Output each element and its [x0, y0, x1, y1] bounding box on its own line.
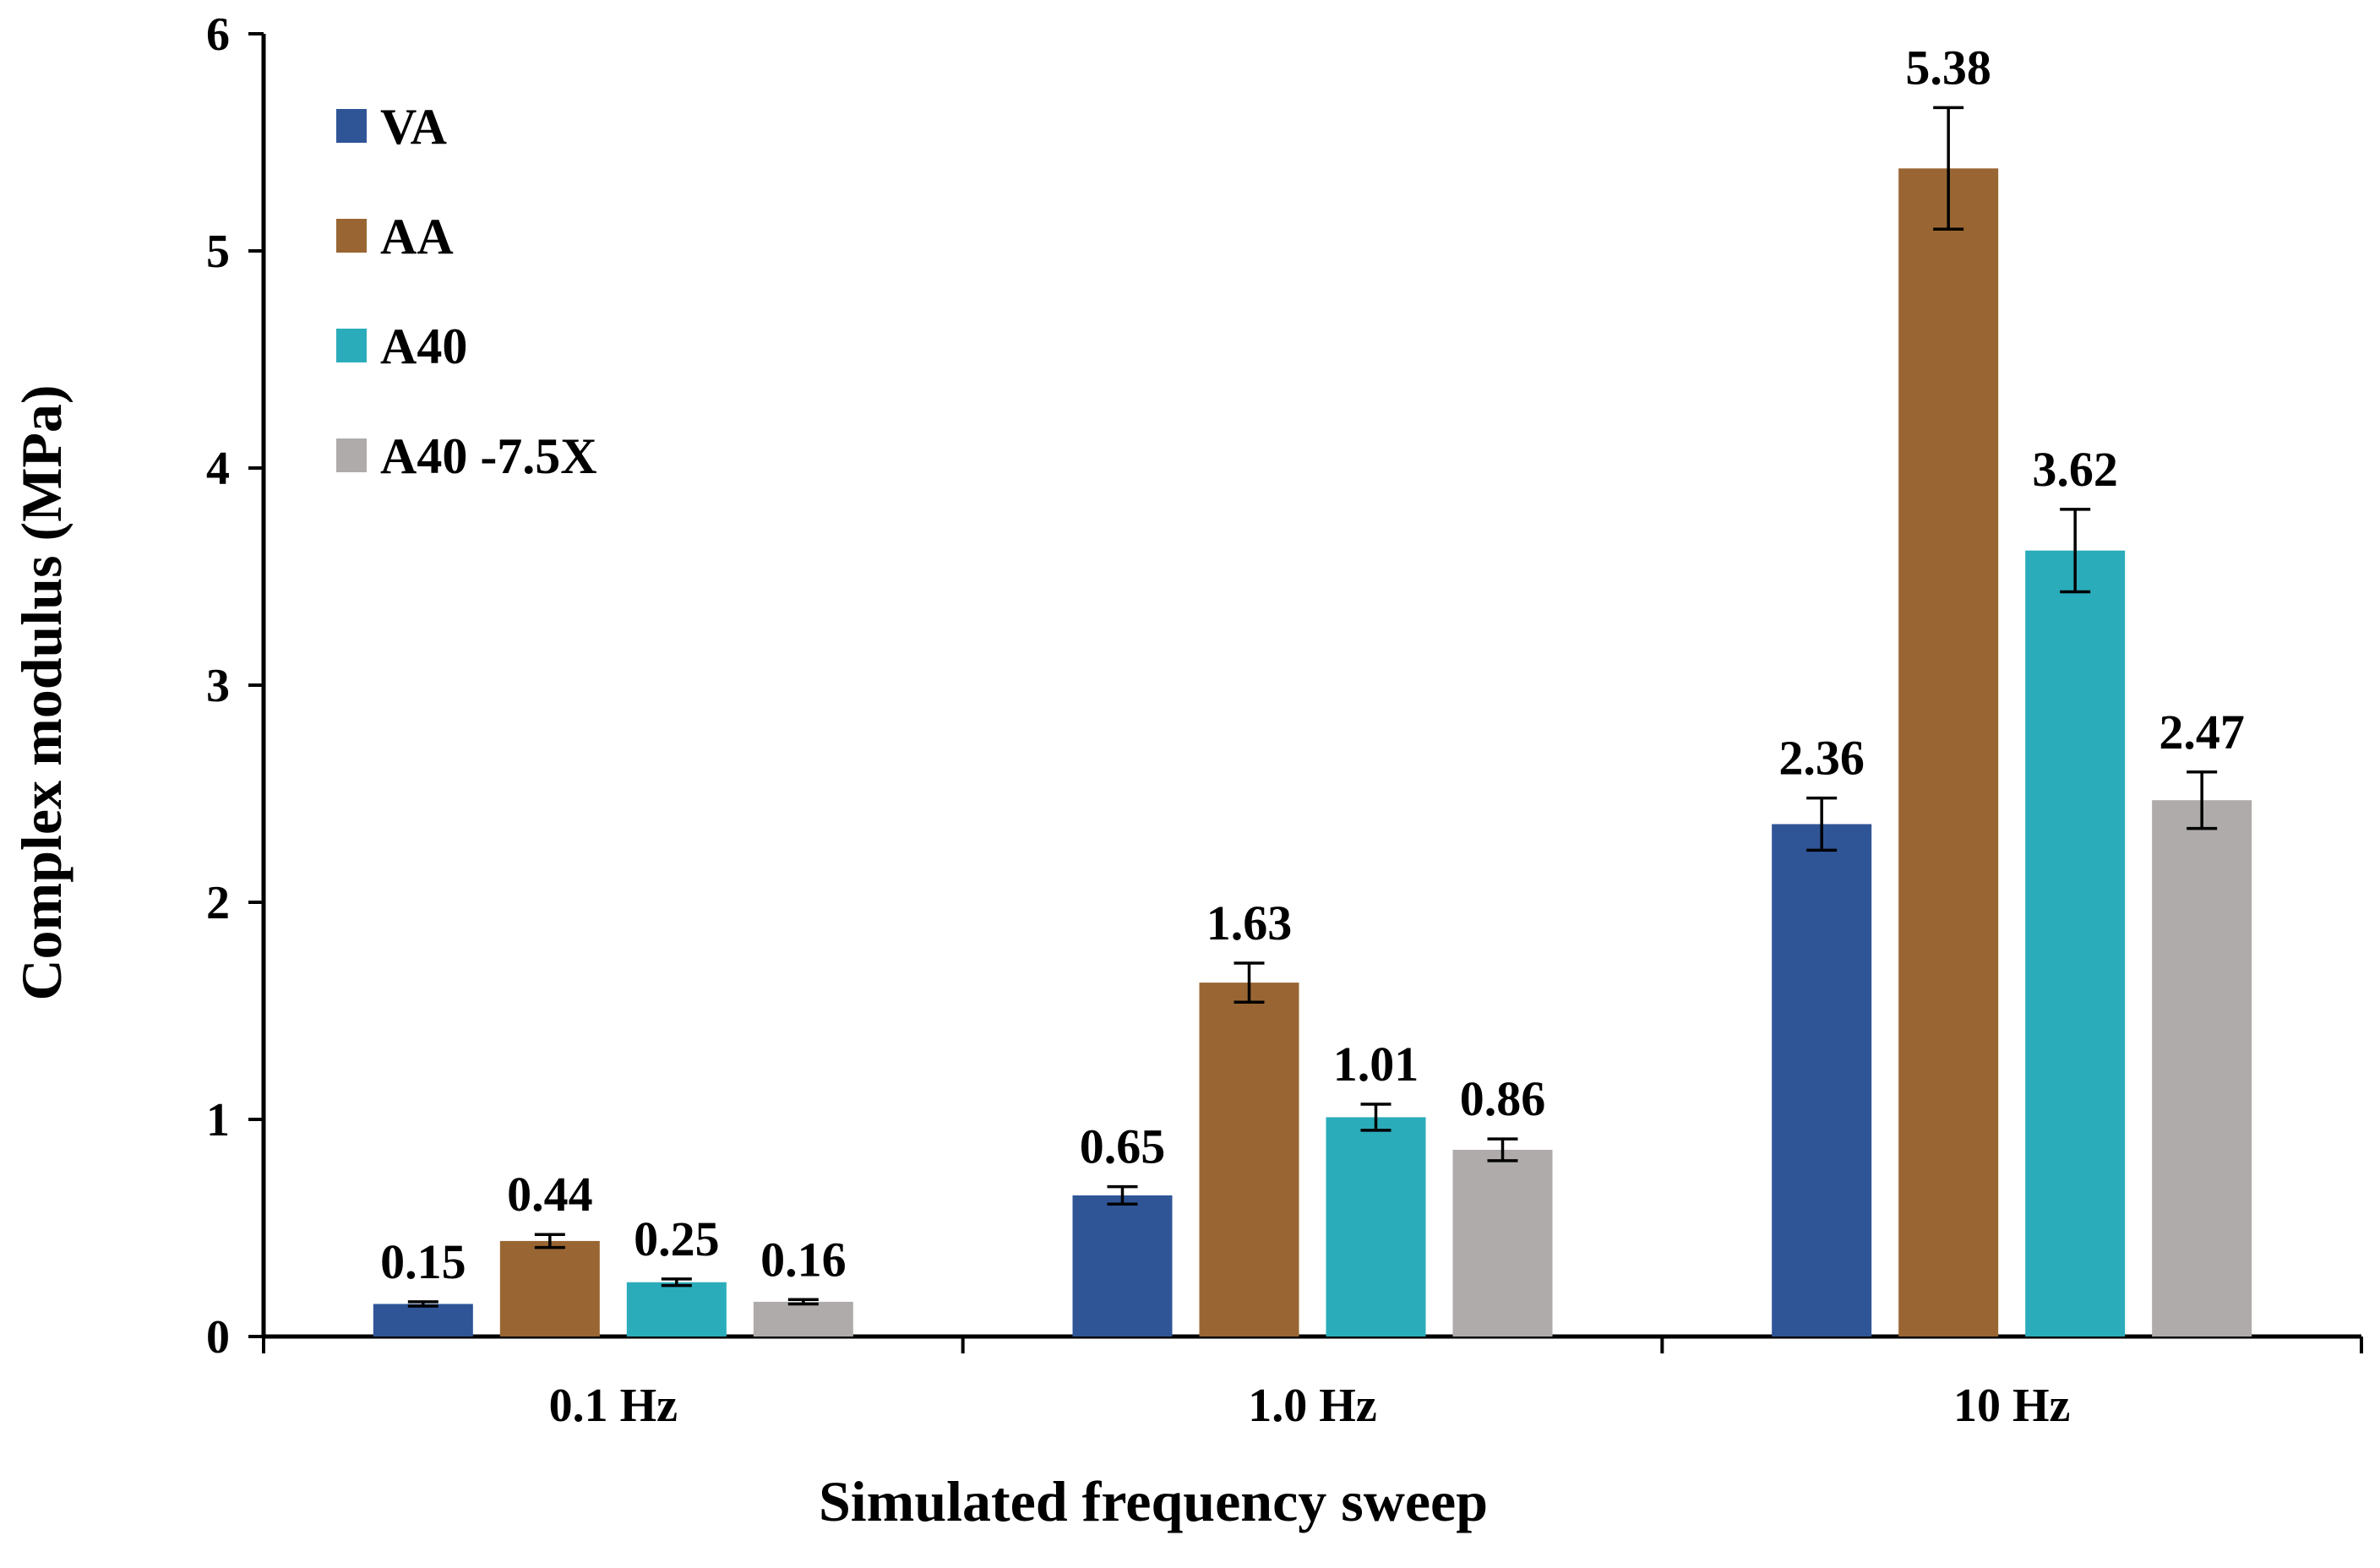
data-label: 3.62 [2032, 442, 2118, 497]
data-label: 2.36 [1778, 731, 1865, 786]
y-tick-label: 2 [206, 877, 230, 929]
data-label: 2.47 [2159, 705, 2245, 760]
bar-aa [1898, 168, 1999, 1337]
data-label: 0.16 [760, 1232, 847, 1287]
bar-aa [1199, 983, 1299, 1337]
x-tick-label: 0.1 Hz [549, 1380, 678, 1432]
data-label: 0.44 [507, 1167, 593, 1222]
bar-a40 [2025, 550, 2126, 1337]
data-label: 1.63 [1206, 896, 1293, 950]
x-tick-label: 1.0 Hz [1248, 1380, 1376, 1432]
y-tick-label: 1 [206, 1094, 230, 1146]
y-axis-title: Complex modulus (MPa) [9, 384, 74, 1000]
legend-label: VA [380, 99, 447, 155]
legend: VA AA A40 A40 -7.5X [336, 99, 597, 484]
legend-label: A40 -7.5X [380, 428, 597, 484]
data-label: 1.01 [1333, 1037, 1419, 1092]
data-label: 0.25 [634, 1211, 720, 1266]
legend-swatch [336, 329, 367, 362]
legend-swatch [336, 219, 367, 253]
bar-a40-7-5x [2152, 800, 2252, 1337]
bar-aa [499, 1240, 600, 1337]
y-tick-label: 5 [206, 226, 230, 278]
legend-label: A40 [380, 318, 467, 374]
data-label: 5.38 [1905, 40, 1991, 95]
bar-va [373, 1304, 473, 1337]
bar-a40 [626, 1282, 727, 1337]
data-labels: 0.15 0.44 0.25 0.16 0.65 1.63 1.01 0.86 2.36 5.38… [380, 40, 2245, 1289]
bar-va [1772, 824, 1872, 1337]
x-axis-title: Simulated frequency sweep [819, 1469, 1488, 1533]
legend-label: AA [380, 209, 454, 264]
x-tick-label: 10 Hz [1953, 1380, 2070, 1432]
bar-a40 [1326, 1117, 1426, 1337]
bar-va [1072, 1195, 1173, 1337]
axes: 0 1 2 3 4 5 6 0.1 Hz 1.0 Hz 10 Hz [206, 8, 2363, 1432]
y-tick-label: 4 [206, 443, 230, 495]
data-label: 0.15 [380, 1234, 466, 1289]
error-bars [407, 106, 2218, 1308]
y-tick-label: 6 [206, 8, 230, 61]
legend-swatch [336, 438, 367, 472]
bars [373, 168, 2252, 1337]
bar-a40-7-5x [1452, 1149, 1553, 1337]
y-tick-label: 0 [206, 1311, 230, 1364]
data-label: 0.86 [1460, 1071, 1546, 1126]
legend-swatch [336, 109, 367, 143]
data-label: 0.65 [1080, 1119, 1166, 1174]
bar-a40-7-5x [753, 1301, 853, 1337]
y-tick-label: 3 [206, 660, 230, 712]
